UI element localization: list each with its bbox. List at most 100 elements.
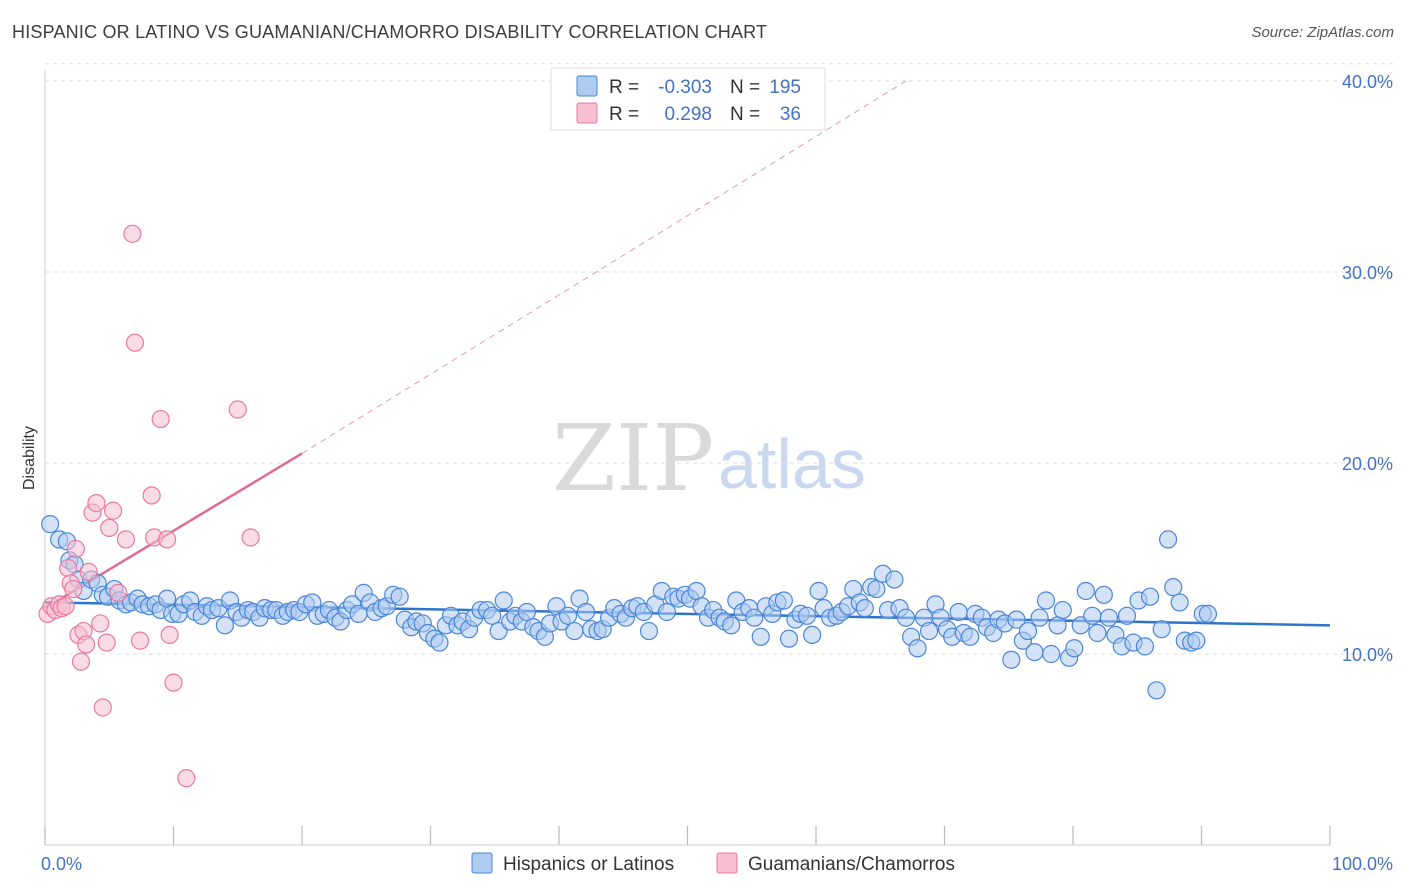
point-guamanians-31: [160, 625, 179, 645]
point-hispanics-92: [576, 602, 596, 622]
point-guamanians-5: [56, 597, 75, 616]
point-hispanics-140: [855, 599, 874, 618]
chart-source: Source: ZipAtlas.com: [1251, 24, 1394, 41]
point-hispanics-30: [215, 616, 234, 635]
point-guamanians-30: [157, 530, 177, 549]
point-hispanics-190: [1147, 681, 1166, 700]
legend-n-value-2: 36: [780, 104, 801, 125]
point-hispanics-111: [687, 581, 706, 601]
y-tick-labels: 10.0% 20.0% 30.0% 40.0%: [1342, 72, 1393, 665]
point-guamanians-14: [79, 562, 98, 581]
point-hispanics-76: [483, 606, 502, 625]
series-hispanics-points: [41, 515, 1218, 700]
legend-n-value-1: 195: [769, 77, 801, 98]
point-hispanics-131: [803, 625, 822, 645]
point-guamanians-22: [109, 583, 128, 602]
point-guamanians-21: [104, 501, 123, 520]
y-tick-label-20: 20.0%: [1342, 454, 1393, 474]
point-hispanics-174: [1053, 600, 1072, 620]
legend-n-label-1: N =: [730, 77, 760, 98]
y-tick-label-30: 30.0%: [1342, 263, 1393, 283]
point-guamanians-18: [93, 698, 112, 717]
watermark: ZIP atlas: [552, 405, 866, 512]
point-hispanics-145: [885, 570, 904, 589]
point-hispanics-180: [1088, 623, 1107, 643]
point-hispanics-189: [1140, 587, 1160, 606]
point-guamanians-20: [100, 518, 119, 538]
point-hispanics-176: [1065, 639, 1084, 658]
point-hispanics-122: [751, 627, 770, 646]
x-tick-label-0: 0.0%: [41, 854, 82, 874]
grid-lines: [45, 63, 1395, 655]
point-hispanics-192: [1158, 530, 1178, 549]
chart-title: HISPANIC OR LATINO VS GUAMANIAN/CHAMORRO…: [12, 22, 768, 42]
point-hispanics-142: [867, 579, 886, 599]
point-hispanics-182: [1099, 608, 1119, 627]
point-hispanics-20: [157, 589, 177, 608]
series-guamanians-points: [38, 224, 260, 788]
point-hispanics-172: [1042, 644, 1061, 664]
y-tick-label-10: 10.0%: [1342, 645, 1393, 665]
correlation-legend: R = -0.303 N = 195 R = 0.298 N = 36: [550, 67, 826, 131]
point-hispanics-179: [1083, 606, 1102, 625]
point-hispanics-197: [1187, 631, 1206, 650]
legend-swatch-blue: [576, 75, 598, 97]
point-hispanics-158: [961, 627, 980, 646]
point-guamanians-16: [87, 494, 106, 513]
point-guamanians-23: [116, 530, 136, 549]
point-hispanics-117: [722, 616, 741, 635]
point-hispanics-181: [1094, 585, 1113, 604]
legend-r-label-1: R =: [609, 77, 639, 98]
legend-r-value-1: -0.303: [658, 77, 712, 98]
point-hispanics-194: [1170, 593, 1189, 612]
trend-line-guamanians-extension: [301, 80, 907, 454]
series-legend-label-hispanics: Hispanics or Latinos: [503, 854, 674, 875]
point-hispanics-0: [41, 515, 60, 534]
point-hispanics-147: [896, 608, 916, 627]
point-hispanics-78: [494, 591, 513, 610]
point-hispanics-199: [1198, 604, 1218, 623]
point-guamanians-24: [123, 224, 142, 243]
point-guamanians-13: [77, 635, 96, 654]
legend-swatch-pink: [576, 102, 598, 124]
point-hispanics-191: [1152, 620, 1171, 639]
point-hispanics-89: [558, 606, 578, 625]
point-hispanics-193: [1164, 578, 1183, 597]
point-hispanics-185: [1117, 606, 1137, 625]
watermark-atlas: atlas: [718, 425, 866, 503]
point-hispanics-90: [565, 621, 584, 641]
trend-lines: [44, 80, 1331, 627]
point-guamanians-17: [91, 614, 110, 633]
point-guamanians-34: [228, 400, 247, 419]
point-hispanics-178: [1076, 581, 1095, 601]
point-guamanians-9: [66, 539, 85, 559]
point-hispanics-151: [919, 621, 939, 641]
y-axis-label: Disability: [21, 426, 38, 490]
point-hispanics-169: [1025, 642, 1044, 662]
point-hispanics-60: [390, 587, 409, 606]
series-legend-label-guamanians: Guamanians/Chamorros: [748, 854, 955, 875]
point-guamanians-19: [97, 633, 116, 652]
legend-n-label-2: N =: [730, 104, 760, 125]
point-hispanics-165: [1002, 650, 1021, 669]
series-legend: Hispanics or Latinos Guamanians/Chamorro…: [471, 852, 955, 875]
point-guamanians-25: [125, 333, 145, 352]
point-hispanics-126: [774, 591, 793, 610]
point-hispanics-166: [1007, 610, 1026, 629]
point-hispanics-171: [1036, 591, 1056, 610]
point-hispanics-173: [1048, 616, 1067, 635]
point-hispanics-156: [949, 602, 968, 622]
point-guamanians-6: [59, 558, 78, 578]
point-hispanics-103: [639, 621, 659, 641]
point-hispanics-121: [745, 608, 764, 627]
point-hispanics-132: [809, 581, 828, 601]
point-hispanics-168: [1018, 621, 1038, 641]
point-guamanians-32: [164, 673, 183, 692]
point-guamanians-11: [71, 652, 91, 671]
point-hispanics-106: [657, 602, 677, 622]
point-guamanians-26: [130, 631, 150, 650]
point-guamanians-27: [142, 486, 161, 505]
series-legend-swatch-guamanians: [716, 852, 738, 874]
point-guamanians-29: [151, 409, 170, 429]
series-legend-swatch-hispanics: [471, 852, 493, 874]
